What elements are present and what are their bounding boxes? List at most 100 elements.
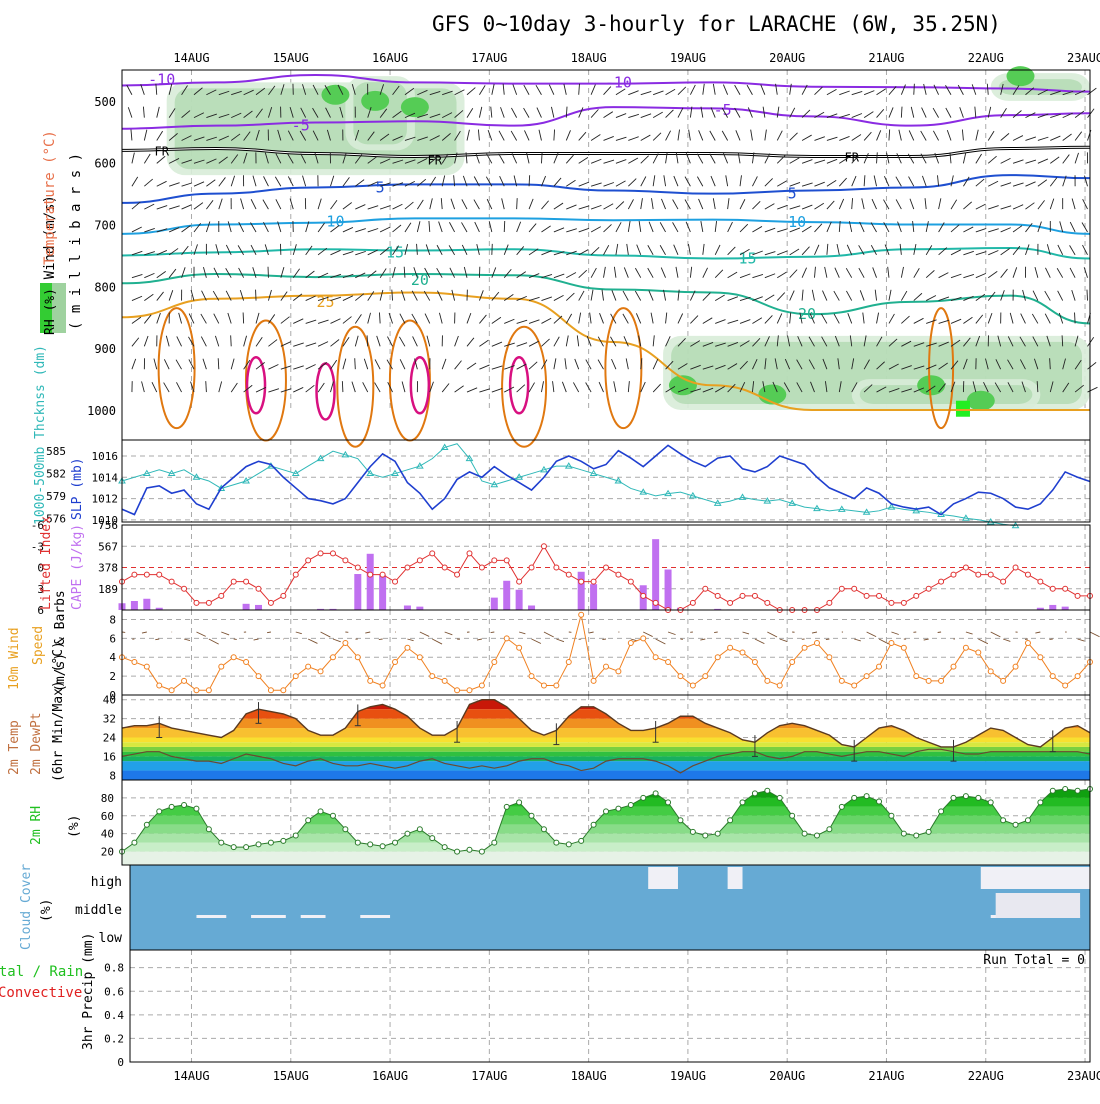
- rh-band: [122, 816, 1090, 825]
- wind10m-barb: [142, 632, 147, 633]
- wind10m-barb: [879, 639, 889, 644]
- temp-band: [122, 728, 1090, 737]
- cape-bar: [143, 599, 150, 610]
- contour-label: -5: [714, 101, 732, 119]
- cape-bar: [1049, 605, 1056, 610]
- wind10m-line-marker: [852, 683, 857, 688]
- rh2m-line-marker: [777, 795, 782, 800]
- temp-band: [122, 738, 1090, 743]
- rh2m-line-marker: [268, 840, 273, 845]
- wind10m-line-marker: [877, 664, 882, 669]
- top-date-label: 23AUG: [1067, 51, 1100, 65]
- wind10m-line-marker: [653, 655, 658, 660]
- wind10m-barb: [532, 639, 541, 644]
- wind-barb: [517, 198, 518, 209]
- lifted-index-line-marker: [963, 565, 968, 570]
- rh2m-line-marker: [566, 842, 571, 847]
- contour-label: 5: [788, 185, 797, 203]
- rh2m-line-marker: [579, 838, 584, 843]
- wind10m-line-marker: [628, 641, 633, 646]
- wind10m-barb: [491, 632, 495, 633]
- wind10m-barb: [379, 639, 383, 640]
- rh2m-line-marker: [641, 795, 646, 800]
- wind10m-line-marker: [926, 678, 931, 683]
- bottom-date-label: 20AUG: [769, 1069, 805, 1083]
- temp-band: [122, 719, 1090, 728]
- cape-bar: [491, 598, 498, 610]
- wind-barb: [355, 358, 356, 369]
- lifted-index-line-marker: [616, 572, 621, 577]
- rh-moist-core: [860, 385, 1033, 404]
- lifted-index-line-marker: [877, 593, 882, 598]
- rh2m-line-marker: [417, 827, 422, 832]
- slp-tick-label: 1014: [92, 471, 119, 484]
- cloud-level-label: high: [91, 875, 122, 890]
- rh2m-line-marker: [517, 800, 522, 805]
- slp-tick-label: 1016: [92, 450, 119, 463]
- lifted-index-line-marker: [1001, 579, 1006, 584]
- rh2m-line-marker: [430, 836, 435, 841]
- wind10m-barb: [1003, 639, 1010, 641]
- temp-band: [122, 761, 1090, 770]
- wind-tick-label: 8: [109, 613, 116, 626]
- wind10m-line-marker: [144, 664, 149, 669]
- wind10m-barb: [221, 632, 229, 635]
- wind10m-line-marker: [393, 659, 398, 664]
- wind10m-line-marker: [231, 655, 236, 660]
- rh2m-line-marker: [442, 845, 447, 850]
- precip-conv-label: Convective: [0, 985, 82, 1001]
- rh2m-line-marker: [492, 840, 497, 845]
- pressure-tick-label: 900: [94, 342, 116, 356]
- wind10m-line-marker: [814, 641, 819, 646]
- wind10m-barb: [589, 632, 594, 633]
- cape-tick-label: 189: [98, 583, 118, 596]
- wind-tick-label: 4: [109, 651, 116, 664]
- wind10m-line-marker: [690, 683, 695, 688]
- middle-cloud-block: [360, 915, 390, 918]
- wind10m-barb: [1078, 639, 1085, 641]
- cape-bar: [416, 607, 423, 610]
- wind10m-line-marker: [616, 669, 621, 674]
- cloud-unit-label: (%): [39, 899, 54, 922]
- wind10m-line-marker: [430, 674, 435, 679]
- cloud-level-label: low: [99, 931, 123, 946]
- cape-bar: [354, 574, 361, 610]
- cape-bar: [131, 601, 138, 610]
- rh2m-line-marker: [144, 822, 149, 827]
- wind10m-barb: [407, 639, 413, 641]
- wind10m-barb: [755, 639, 764, 644]
- wind10m-line-marker: [678, 674, 683, 679]
- top-date-label: 19AUG: [670, 51, 706, 65]
- lifted-index-line-marker: [182, 586, 187, 591]
- wind10m-line-marker: [293, 674, 298, 679]
- temp-tick-label: 32: [103, 713, 116, 726]
- wind10m-barb: [321, 632, 331, 637]
- temp-band: [122, 752, 1090, 757]
- rh2m-line-marker: [157, 809, 162, 814]
- wind10m-line-marker: [802, 645, 807, 650]
- lifted-index-line-marker: [380, 572, 385, 577]
- lifted-index-line-marker: [430, 551, 435, 556]
- dewpt2m-label: 2m DewPt: [29, 712, 44, 775]
- rh-saturated-spot: [956, 401, 970, 417]
- wind-speed-label: Speed: [31, 626, 46, 665]
- lifted-index-line-marker: [244, 579, 249, 584]
- rh2m-line-marker: [604, 809, 609, 814]
- rh2m-line-marker: [616, 806, 621, 811]
- wind10m-line-marker: [752, 659, 757, 664]
- top-date-label: 17AUG: [471, 51, 507, 65]
- rh2m-line-marker: [740, 800, 745, 805]
- wind10m-line-marker: [455, 688, 460, 693]
- precip-unit-label: 3hr Precip (mm): [81, 933, 96, 1050]
- rh-saturated-spot: [967, 391, 995, 411]
- pressure-tick-label: 600: [94, 157, 116, 171]
- bottom-date-label: 18AUG: [571, 1069, 607, 1083]
- lifted-index-line-marker: [926, 586, 931, 591]
- precip-total-label: Total / Rain: [0, 964, 83, 980]
- wind10m-barb: [602, 639, 606, 640]
- lifted-index-line-marker: [864, 593, 869, 598]
- wind10m-barb: [420, 632, 429, 636]
- rh2m-line-marker: [839, 804, 844, 809]
